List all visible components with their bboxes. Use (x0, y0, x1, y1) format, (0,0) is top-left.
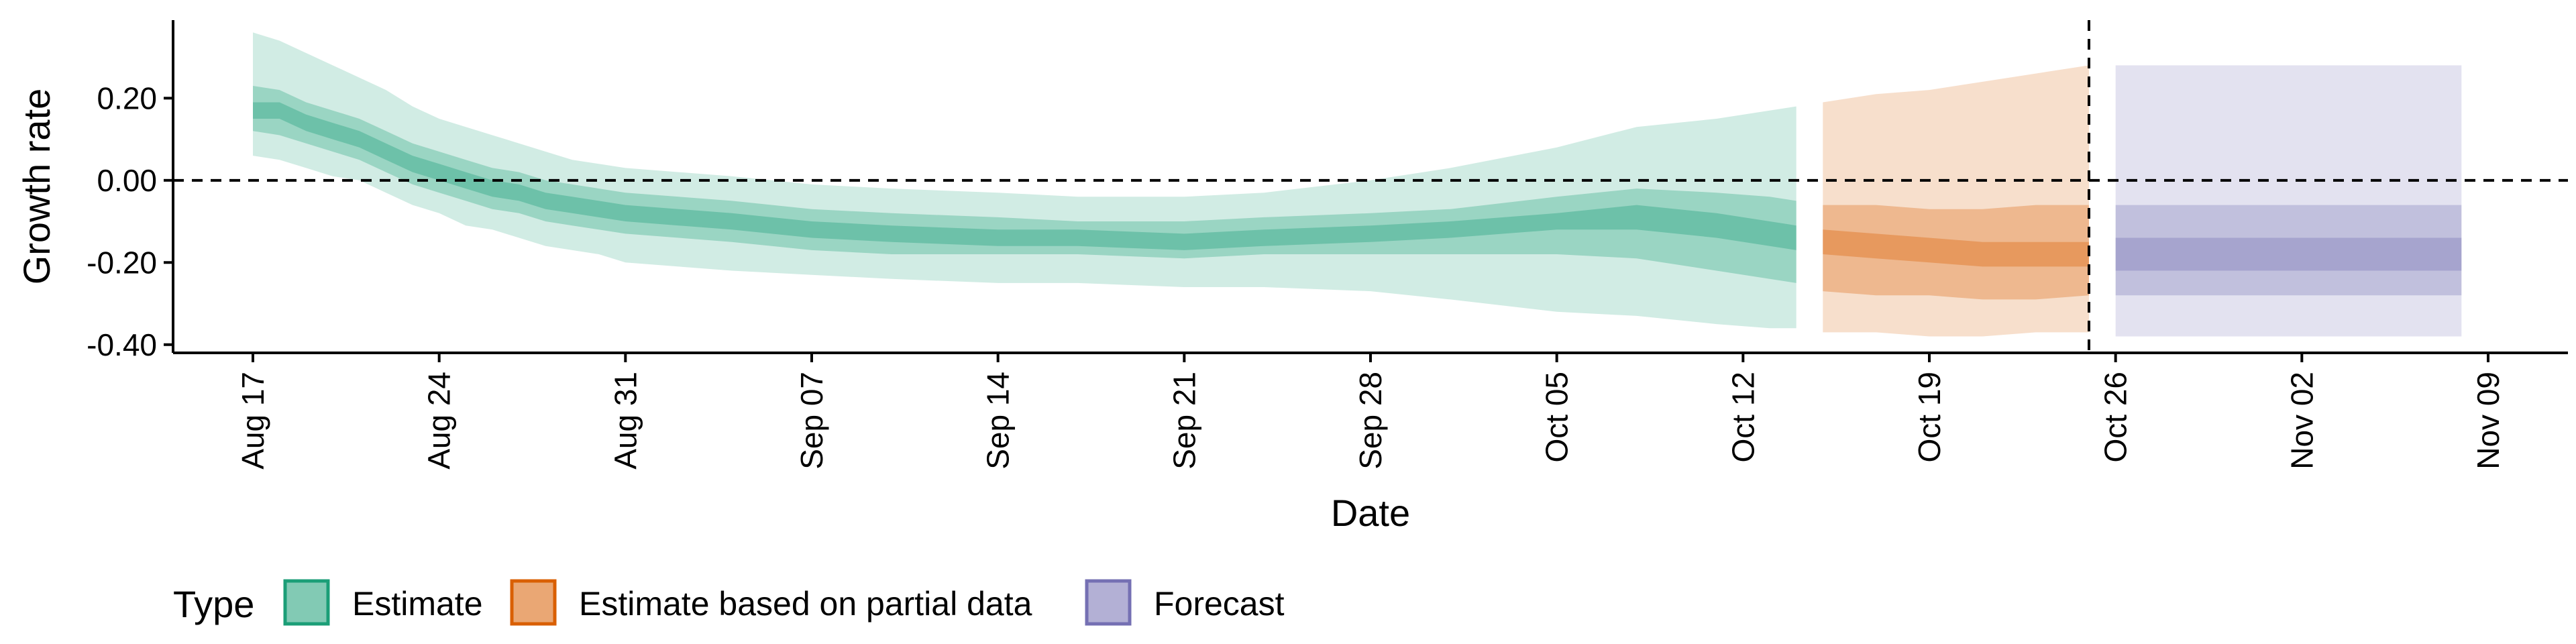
y-tick-label: -0.20 (87, 245, 157, 280)
legend-swatch (283, 579, 330, 626)
x-tick-label: Sep 21 (1167, 372, 1201, 470)
y-axis-title: Growth rate (15, 89, 58, 285)
uncertainty-bands (253, 32, 2462, 337)
x-tick-label: Nov 02 (2284, 372, 2319, 470)
x-axis-title: Date (1331, 492, 1410, 534)
ci90-band (2115, 65, 2462, 337)
legend-swatch (510, 579, 557, 626)
y-tick-label: 0.00 (97, 163, 157, 198)
x-tick-label: Oct 19 (1912, 372, 1947, 463)
series-2 (2115, 65, 2462, 337)
x-tick-label: Aug 24 (422, 372, 457, 470)
x-tick-label: Sep 28 (1353, 372, 1388, 470)
legend: Type Estimate Estimate based on partial d… (173, 579, 1285, 626)
x-tick-label: Oct 05 (1540, 372, 1574, 463)
y-ticks: 0.20 0.00 -0.20 -0.40 (87, 80, 173, 362)
ci90-band (1823, 65, 2089, 337)
x-tick-label: Sep 14 (981, 372, 1016, 470)
x-tick-label: Nov 09 (2471, 372, 2506, 470)
ci50-band (2115, 205, 2462, 296)
legend-swatch (1085, 579, 1132, 626)
legend-entry: Forecast (1085, 579, 1285, 626)
x-tick-label: Aug 31 (608, 372, 643, 470)
series-1 (1823, 65, 2089, 337)
legend-label: Estimate based on partial data (579, 585, 1032, 623)
ci20-band (2115, 237, 2462, 271)
ci20-band (253, 102, 1796, 250)
ci50-band (253, 86, 1796, 283)
reference-lines (173, 20, 2568, 353)
y-tick-label: -0.40 (87, 327, 157, 362)
x-tick-label: Oct 12 (1725, 372, 1760, 463)
ci20-band (1823, 229, 2089, 267)
ci90-band (253, 32, 1796, 329)
y-tick-label: 0.20 (97, 80, 157, 115)
legend-label: Forecast (1154, 585, 1285, 623)
x-tick-label: Oct 26 (2098, 372, 2133, 463)
x-tick-label: Aug 17 (235, 372, 270, 470)
legend-title: Type (173, 583, 254, 625)
x-tick-label: Sep 07 (794, 372, 829, 470)
ci50-band (1823, 205, 2089, 300)
legend-label: Estimate (352, 585, 483, 623)
x-ticks: Aug 17 Aug 24 Aug 31 Sep 07 Sep 14 Sep 21 Sep … (235, 353, 2506, 470)
legend-entry: Estimate (283, 579, 483, 626)
legend-entry: Estimate based on partial data (510, 579, 1032, 626)
series-0 (253, 32, 1796, 329)
